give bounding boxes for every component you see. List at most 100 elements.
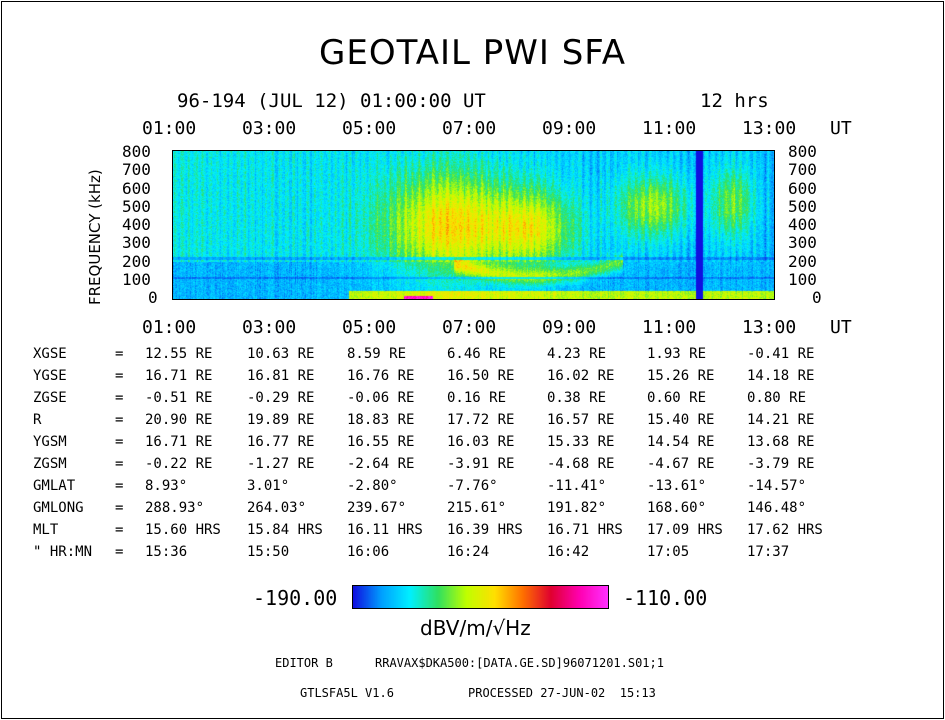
row-value: 146.48° [747,500,807,516]
row-value: 16.55 RE [347,434,415,450]
y-tick-label-right: 800 [788,142,817,161]
row-equals: = [115,346,124,362]
row-equals: = [115,434,124,450]
row-value: -1.27 RE [247,456,315,472]
row-value: -0.06 RE [347,390,415,406]
row-value: 0.38 RE [547,390,607,406]
row-value: 15.33 RE [547,434,615,450]
row-value: -4.68 RE [547,456,615,472]
y-tick-label-right: 500 [788,196,817,216]
row-equals: = [115,412,124,428]
row-value: 13.68 RE [747,434,815,450]
editor-label: EDITOR B [275,656,333,670]
row-value: 1.93 RE [647,346,707,362]
top-time-tick-label: 11:00 [642,118,697,139]
row-value: 16:06 [347,544,390,560]
row-value: 14.18 RE [747,368,815,384]
y-tick-label-left: 100 [122,269,151,289]
row-value: 17.72 RE [447,412,515,428]
y-tick-label-right: 400 [788,215,817,234]
row-value: -0.51 RE [145,390,213,406]
row-equals: = [115,522,124,538]
row-value: 6.46 RE [447,346,507,362]
row-value: 16.76 RE [347,368,415,384]
y-tick-label-left: 300 [122,233,151,253]
row-label: GMLAT [33,478,76,494]
row-value: 15.40 RE [647,412,715,428]
processed-label: PROCESSED 27-JUN-02 15:13 [468,686,656,700]
row-equals: = [115,544,124,560]
row-value: 17:05 [647,544,690,560]
top-time-tick-label: 03:00 [242,118,297,139]
row-equals: = [115,390,124,406]
row-label: ZGSM [33,456,67,472]
row-value: -11.41° [547,478,607,494]
row-label: MLT [33,522,59,538]
row-value: -3.91 RE [447,456,515,472]
row-value: 17:37 [747,544,790,560]
top-time-tick-label: 07:00 [442,118,497,139]
row-label: YGSE [33,368,67,384]
row-value: 18.83 RE [347,412,415,428]
y-tick-label-right: 0 [812,288,822,307]
data-file-path: RRAVAX$DKA500:[DATA.GE.SD]96071201.S01;1 [375,656,664,670]
row-value: 215.61° [447,500,507,516]
row-label: R [33,412,42,428]
row-value: 16.77 RE [247,434,315,450]
row-label: " HR:MN [33,544,93,560]
row-value: 0.80 RE [747,390,807,406]
row-equals: = [115,368,124,384]
row-value: 16.57 RE [547,412,615,428]
row-value: -13.61° [647,478,707,494]
y-tick-label-left: 800 [122,142,151,161]
row-value: -0.29 RE [247,390,315,406]
row-label: GMLONG [33,500,84,516]
y-axis-label: FREQUENCY (kHz) [86,169,104,305]
row-value: 14.54 RE [647,434,715,450]
top-time-unit: UT [830,118,852,139]
top-time-tick-label: 01:00 [142,118,197,139]
y-tick-label-right: 300 [788,233,817,253]
top-time-tick-label: 13:00 [742,118,797,139]
row-label: YGSM [33,434,67,450]
y-tick-label-left: 700 [122,160,151,180]
row-value: 10.63 RE [247,346,315,362]
version-label: GTLSFA5L V1.6 [300,686,394,700]
row-value: 16.81 RE [247,368,315,384]
row-value: 264.03° [247,500,307,516]
bottom-time-tick-label: 01:00 [142,317,197,338]
duration-label: 12 hrs [700,90,769,112]
row-label: XGSE [33,346,67,362]
row-value: 17.62 HRS [747,522,823,538]
row-value: 8.59 RE [347,346,407,362]
row-value: 20.90 RE [145,412,213,428]
row-value: 16.71 RE [145,434,213,450]
spectrogram-heatmap [172,150,775,300]
bottom-time-tick-label: 05:00 [342,317,397,338]
row-value: 3.01° [247,478,290,494]
bottom-time-unit: UT [830,317,852,338]
row-value: 16.50 RE [447,368,515,384]
row-value: 15:50 [247,544,290,560]
row-value: -4.67 RE [647,456,715,472]
row-value: 15.60 HRS [145,522,221,538]
row-label: ZGSE [33,390,67,406]
y-tick-label-right: 200 [788,251,817,271]
y-tick-label-left: 400 [122,215,151,234]
row-value: -2.64 RE [347,456,415,472]
row-value: 168.60° [647,500,707,516]
chart-title: GEOTAIL PWI SFA [319,33,626,73]
y-tick-label-right: 600 [788,178,817,198]
row-value: -3.79 RE [747,456,815,472]
colorbar [352,585,609,609]
row-value: 16.71 RE [145,368,213,384]
row-value: 16:24 [447,544,490,560]
start-time-label: 96-194 (JUL 12) 01:00:00 UT [177,90,486,112]
row-value: 16.11 HRS [347,522,423,538]
row-value: 12.55 RE [145,346,213,362]
row-value: 288.93° [145,500,205,516]
row-value: 19.89 RE [247,412,315,428]
row-value: 8.93° [145,478,188,494]
